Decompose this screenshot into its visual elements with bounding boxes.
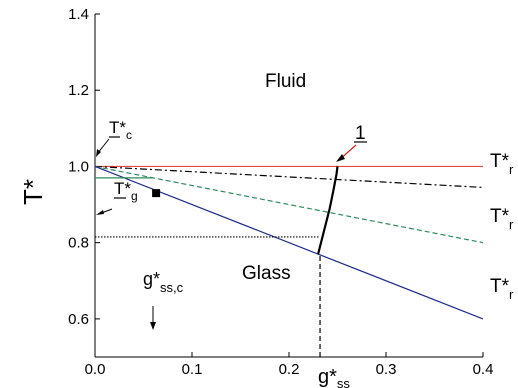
y-tick-label: 0.8 [68,235,89,252]
tc-arrowhead [96,149,101,157]
glass-label: Glass [242,263,291,284]
series-line-dashdot [94,165,484,189]
x-tick-label: 0.2 [279,361,300,378]
y-tick-label: 1.2 [68,82,89,99]
x-tick-label: 0.4 [473,361,494,378]
series-line-green [94,165,484,244]
gssc-arrowhead [150,322,156,330]
x-axis-title: g*ss [318,366,350,388]
y-axis-title: T* [18,179,48,205]
y-tick-label: 0.6 [68,311,89,328]
points-layer [152,189,161,198]
x-tick-label: 0.0 [85,361,106,378]
y-tick-label: 1.0 [68,158,89,175]
fluid-label: Fluid [265,71,306,92]
right-label-2: T*r [490,206,514,232]
x-tick-label: 0.1 [182,361,203,378]
y-tick-label: 1.4 [68,6,89,23]
series-layer [94,165,484,357]
right-label-3: T*r [490,276,514,302]
right-labels: T*r T*r T*r [490,151,514,302]
series-curve-1 [317,166,339,255]
x-tick-label: 0.3 [376,361,397,378]
x-ticks: 0.0 0.1 0.2 0.3 0.4 [85,352,494,378]
right-label-1: T*r [490,151,514,177]
curve-1-arrowhead [336,154,345,162]
gssc-label: g*ss,c [143,269,184,295]
tg-arrowhead [96,210,104,215]
tc-label: T*c [109,118,132,142]
x-axis-title-sub: ss [337,376,351,388]
curve-1-label: 1 [355,123,366,144]
square-marker [152,189,161,198]
tg-label: T*g [114,179,138,203]
